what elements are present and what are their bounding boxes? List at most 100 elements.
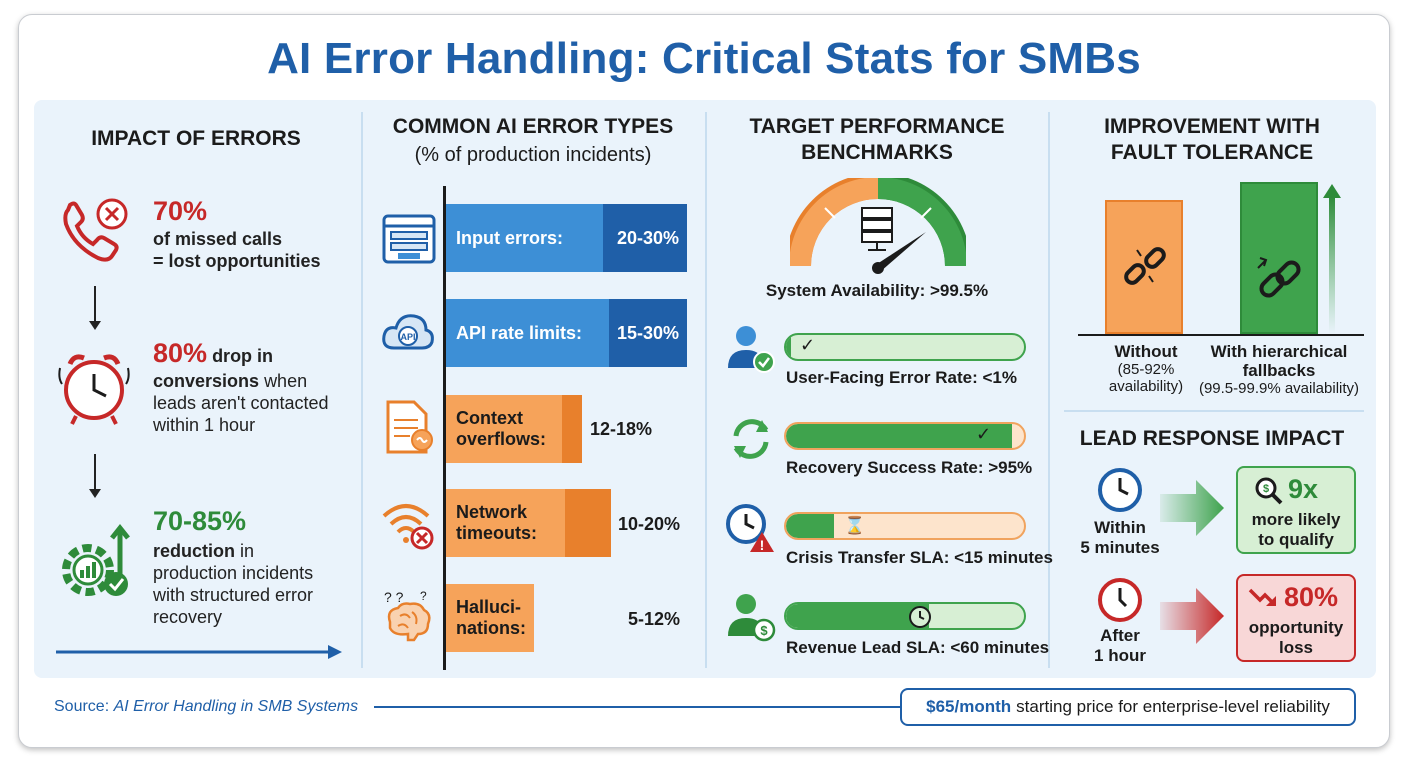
availability-label: System Availability: >99.5% (765, 281, 989, 300)
without-sub-line2: availability) (1108, 378, 1184, 395)
incident-reduction-line3: with structured error (153, 585, 314, 605)
qualify-box: $ 9x more likely to qualify (1236, 466, 1356, 554)
bar-value: 20-30% (616, 228, 679, 248)
missed-calls-stat: 70% (153, 196, 208, 226)
wifi-error-icon (382, 504, 434, 550)
clock-icon (909, 606, 931, 628)
magnifier-dollar-icon: $ (1255, 477, 1283, 505)
incident-reduction-line2: production incidents (153, 563, 314, 583)
browser-form-icon (382, 214, 436, 264)
missed-calls-line1: of missed calls (153, 229, 283, 249)
after-label-line2: 1 hour (1094, 646, 1146, 665)
up-arrow-icon (1323, 184, 1341, 334)
alarm-clock-icon (58, 354, 130, 425)
recovery-rate-label: Recovery Success Rate: >95% (786, 458, 1033, 477)
bar-api-rate-limits: API rate limits: 15-30% (446, 299, 687, 367)
column-divider (1048, 112, 1050, 668)
bar-axis (443, 186, 446, 670)
phone-missed-icon (63, 198, 128, 262)
document-icon (386, 400, 433, 454)
conversion-drop-line4: within 1 hour (153, 415, 256, 435)
with-label-line1: With hierarchical (1210, 342, 1348, 361)
linked-chain-icon (1257, 257, 1301, 298)
arrow-down (89, 286, 101, 330)
fault-tolerance-heading-line2: FAULT TOLERANCE (1110, 141, 1314, 164)
availability-gauge (790, 178, 966, 274)
within-label-line2: 5 minutes (1080, 538, 1160, 557)
column-divider (361, 112, 363, 668)
revenue-lead-label: Revenue Lead SLA: <60 minutes (786, 638, 1050, 657)
source-citation: Source: AI Error Handling in SMB Systems (54, 698, 359, 715)
arrow-right-red (1160, 588, 1224, 644)
bar-label-line2: timeouts: (456, 523, 537, 543)
bar-range-segment (603, 204, 687, 272)
missed-calls-line2: = lost opportunities (153, 251, 321, 271)
conversion-drop-line2: conversions when (153, 371, 308, 391)
within-label: Within (1094, 518, 1146, 537)
user-dollar-icon: $ (728, 594, 776, 642)
hourglass-icon: ⌛ (844, 516, 866, 535)
bar-hallucinations: Halluci- nations: (446, 584, 534, 652)
chart-baseline (1078, 334, 1364, 336)
qualify-text-line2: to qualify (1258, 530, 1334, 549)
bar-label-line1: Network (456, 502, 528, 522)
recovery-cycle-icon (733, 419, 769, 459)
lead-response-heading: LEAD RESPONSE IMPACT (1079, 427, 1345, 450)
broken-chain-icon (1124, 247, 1166, 285)
page-title: AI Error Handling: Critical Stats for SM… (267, 34, 1141, 83)
footer-line (374, 706, 900, 708)
bar-value: 15-30% (616, 323, 679, 343)
bar-label-line2: nations: (456, 618, 526, 638)
with-fallbacks-bar (1240, 182, 1318, 334)
svg-text:API: API (400, 332, 415, 342)
bar-input-errors: Input errors: 20-30% (446, 204, 687, 272)
qualify-stat: 9x (1288, 474, 1319, 504)
revenue-lead-progress (784, 602, 1026, 630)
price-callout: $65/month starting price for enterprise-l… (900, 688, 1356, 726)
fault-tolerance-heading-line1: IMPROVEMENT WITH (1104, 115, 1320, 138)
loss-text-line2: loss (1278, 638, 1314, 657)
bar-range-segment (609, 299, 687, 367)
incident-reduction-line4: recovery (153, 607, 223, 627)
error-types-heading: COMMON AI ERROR TYPES (392, 115, 674, 138)
clock-alert-icon: ! (726, 504, 774, 553)
svg-text:$: $ (1263, 483, 1269, 495)
error-rate-progress: ✓ (784, 333, 1026, 361)
bar-range-segment (565, 489, 611, 557)
loss-stat: 80% (1284, 582, 1339, 612)
incident-reduction-stat: 70-85% (153, 506, 247, 536)
with-sub: (99.5-99.9% availability) (1198, 380, 1360, 397)
qualify-text-line1: more likely (1251, 510, 1341, 529)
after-label: After (1100, 626, 1140, 645)
brain-icon: ? ? ? (384, 589, 431, 642)
error-rate-label: User-Facing Error Rate: <1% (786, 368, 1017, 387)
bar-value: 10-20% (618, 514, 681, 534)
loss-box: 80% opportunity loss (1236, 574, 1356, 662)
progress-fill (786, 514, 834, 538)
bar-value: 5-12% (628, 609, 681, 629)
impact-heading: IMPACT OF ERRORS (91, 127, 301, 150)
conversion-drop-stat: 80% drop in (153, 338, 274, 368)
api-cloud-icon: API (382, 314, 434, 350)
column-divider (705, 112, 707, 668)
clock-icon (1098, 578, 1142, 622)
bar-network-timeouts: Network timeouts: (446, 489, 611, 557)
benchmarks-heading-line2: BENCHMARKS (801, 141, 953, 164)
loss-text-line1: opportunity (1248, 618, 1344, 637)
arrow-down (89, 454, 101, 498)
gear-growth-icon (62, 524, 130, 596)
clock-icon (1098, 468, 1142, 512)
user-check-icon (728, 326, 775, 373)
error-types-subheading: (% of production incidents) (414, 144, 652, 166)
bar-label: API rate limits: (456, 322, 583, 343)
crisis-transfer-progress: ⌛ (784, 512, 1026, 540)
incident-reduction-line1: reduction in (153, 541, 255, 561)
svg-text:!: ! (760, 537, 765, 553)
bar-context-overflows: Context overflows: (446, 395, 582, 463)
conversion-drop-line3: leads aren't contacted (153, 393, 329, 413)
bar-label-line1: Halluci- (456, 597, 522, 617)
svg-text:$: $ (760, 623, 768, 638)
arrow-right-green (1160, 480, 1224, 536)
bar-label-line2: overflows: (456, 429, 547, 449)
bar-range-segment (562, 395, 582, 463)
